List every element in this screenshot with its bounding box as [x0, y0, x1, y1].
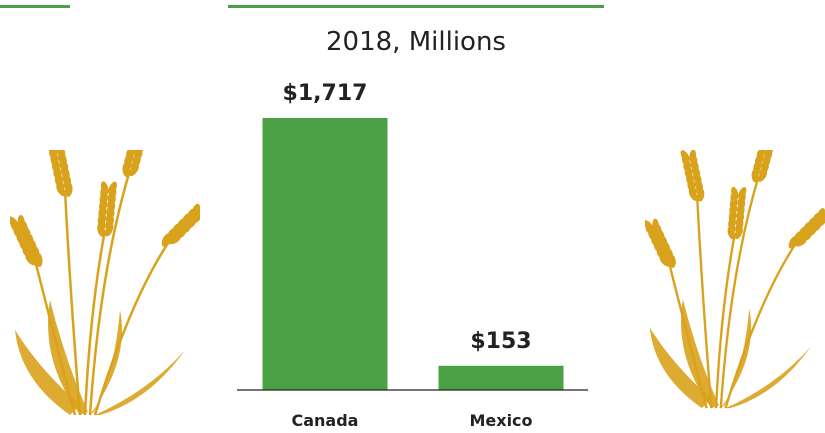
bar-mexico — [438, 365, 564, 390]
bar-canada — [262, 118, 388, 390]
header-rule-right — [228, 5, 604, 8]
category-label-mexico: Mexico — [469, 411, 532, 430]
wheat-icon — [10, 150, 200, 416]
value-label-canada: $1,717 — [283, 81, 368, 106]
wheat-icon — [645, 150, 825, 409]
header-rule-left — [0, 5, 70, 8]
chart-subtitle: 2018, Millions — [326, 27, 506, 57]
category-label-canada: Canada — [292, 411, 359, 430]
value-label-mexico: $153 — [470, 329, 531, 354]
